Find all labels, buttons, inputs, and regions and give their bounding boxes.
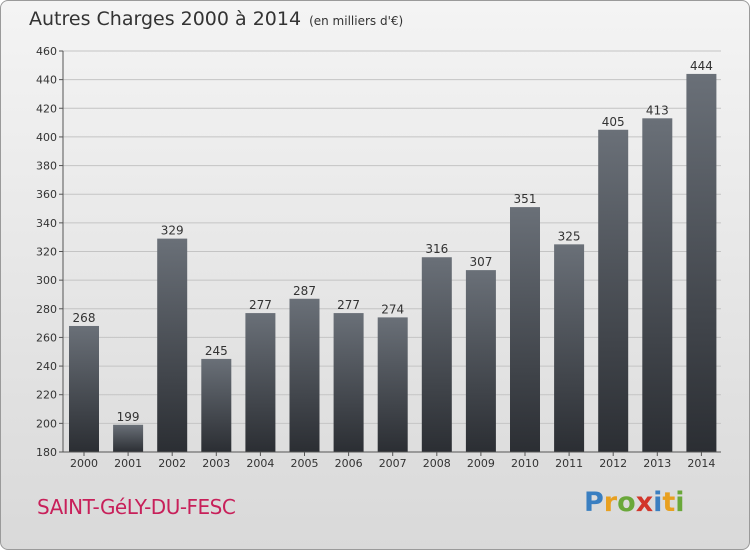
y-tick-label: 240 (36, 360, 57, 373)
y-tick-label: 340 (36, 217, 57, 230)
data-label-2013: 413 (646, 103, 669, 117)
data-label-2011: 325 (558, 229, 581, 243)
y-tick-label: 320 (36, 246, 57, 259)
data-label-2009: 307 (469, 255, 492, 269)
x-tick-label-2004: 2004 (246, 457, 274, 470)
logo-letter: r (603, 487, 618, 518)
bar-2002 (157, 238, 188, 452)
logo-letter: o (617, 487, 636, 518)
y-tick-label: 220 (36, 389, 57, 402)
y-tick-label: 460 (36, 45, 57, 58)
bar-2001 (113, 424, 144, 452)
x-tick-label-2005: 2005 (291, 457, 319, 470)
chart-subtitle: (en milliers d'€) (309, 14, 404, 28)
logo-letter: t (662, 487, 676, 518)
y-tick-label: 180 (36, 446, 57, 459)
x-tick-label-2007: 2007 (379, 457, 407, 470)
x-tick-label-2003: 2003 (202, 457, 230, 470)
bar-2006 (333, 313, 364, 452)
y-tick-label: 200 (36, 417, 57, 430)
bar-2007 (377, 317, 408, 452)
y-tick-label: 440 (36, 74, 57, 87)
data-label-2000: 268 (73, 311, 96, 325)
data-label-2007: 274 (381, 302, 404, 316)
logo-letter: P (584, 487, 604, 518)
x-tick-label-2013: 2013 (643, 457, 671, 470)
y-tick-label: 400 (36, 131, 57, 144)
commune-name: SAINT-GéLY-DU-FESC (37, 495, 236, 519)
y-tick-label: 380 (36, 160, 57, 173)
x-tick-label-2011: 2011 (555, 457, 583, 470)
x-tick-label-2008: 2008 (423, 457, 451, 470)
y-tick-label: 260 (36, 331, 57, 344)
bar-2011 (554, 244, 585, 452)
data-label-2003: 245 (205, 344, 228, 358)
logo-letter: x (635, 487, 654, 518)
y-tick-label: 280 (36, 303, 57, 316)
bar-2014 (686, 73, 717, 453)
data-label-2008: 316 (425, 242, 448, 256)
x-tick-label-2001: 2001 (114, 457, 142, 470)
bar-2012 (598, 129, 629, 452)
data-label-2012: 405 (602, 115, 625, 129)
logo-letter: i (675, 487, 685, 518)
bar-2010 (510, 207, 540, 452)
logo-letter: i (653, 487, 663, 518)
data-label-2006: 277 (337, 298, 360, 312)
data-label-2001: 199 (117, 410, 140, 424)
proxiti-logo: Proxiti (584, 487, 685, 518)
data-label-2014: 444 (690, 59, 713, 73)
data-label-2004: 277 (249, 298, 272, 312)
x-tick-label-2009: 2009 (467, 457, 495, 470)
bar-2003 (201, 358, 232, 452)
x-tick-label-2000: 2000 (70, 457, 98, 470)
x-tick-label-2006: 2006 (335, 457, 363, 470)
bar-2008 (421, 257, 452, 452)
data-label-2005: 287 (293, 284, 316, 298)
y-tick-label: 420 (36, 102, 57, 115)
bar-2013 (642, 118, 673, 452)
x-tick-label-2012: 2012 (599, 457, 627, 470)
bar-2005 (289, 298, 320, 452)
bar-2000 (69, 325, 99, 452)
bar-2004 (245, 313, 276, 452)
x-tick-label-2010: 2010 (511, 457, 539, 470)
bar-2009 (465, 270, 496, 452)
data-label-2010: 351 (514, 192, 537, 206)
y-tick-label: 300 (36, 274, 57, 287)
y-tick-label: 360 (36, 188, 57, 201)
chart-title-text: Autres Charges 2000 à 2014 (29, 8, 302, 30)
chart-title: Autres Charges 2000 à 2014 (en milliers d… (29, 8, 403, 30)
data-label-2002: 329 (161, 224, 184, 238)
x-tick-label-2002: 2002 (158, 457, 186, 470)
x-tick-label-2014: 2014 (687, 457, 715, 470)
